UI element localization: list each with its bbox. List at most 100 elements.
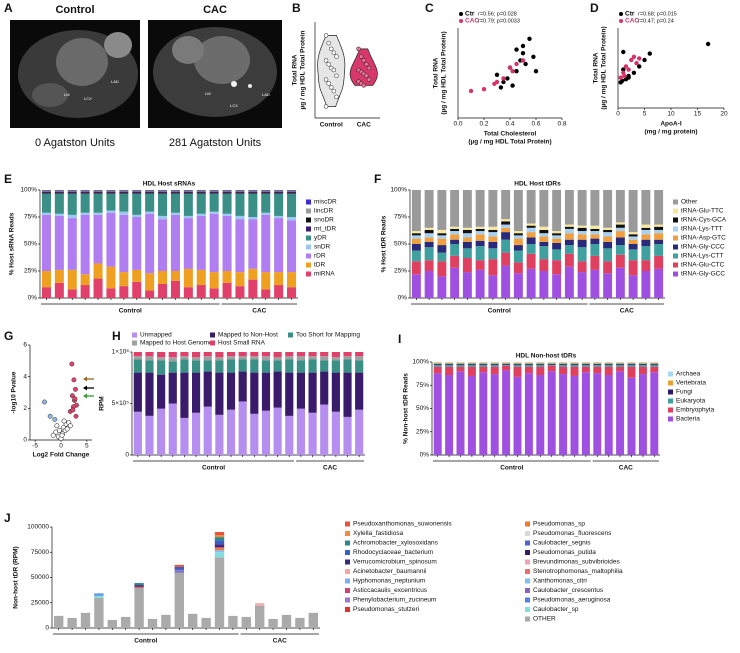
legend-label: Verrucomicrobium_spinosum	[353, 559, 437, 566]
y-axis-label: Total RNA	[433, 57, 440, 88]
legend-label: Caulobacter_segnis	[533, 540, 591, 547]
bar-segment	[502, 363, 511, 365]
legend-marker	[459, 19, 463, 23]
bar-segment	[119, 190, 129, 191]
legend-swatch	[525, 569, 530, 574]
bar-segment	[67, 193, 77, 215]
bar-segment	[209, 193, 219, 212]
bar-segment	[450, 228, 460, 232]
bar-segment	[559, 362, 568, 364]
bar-segment	[524, 362, 533, 364]
bar-segment	[502, 362, 511, 363]
bar-segment	[132, 192, 142, 194]
x-tick-label: 20	[720, 111, 728, 118]
bar-segment	[296, 372, 306, 409]
bar-segment	[308, 356, 317, 360]
bar-segment	[93, 214, 103, 264]
legend-swatch	[673, 271, 678, 277]
bar-segment	[603, 241, 613, 249]
bar-segment	[203, 356, 212, 361]
point	[523, 61, 528, 67]
bar-segment	[450, 231, 460, 235]
bar-segment	[158, 271, 168, 284]
bar-segment	[539, 190, 549, 227]
annotation: r=0.79; p=0.0033	[478, 18, 520, 24]
bar-segment	[183, 192, 193, 194]
bar-segment	[490, 366, 499, 375]
point	[59, 432, 65, 438]
bar-segment	[287, 191, 297, 193]
bar-segment	[133, 356, 142, 360]
legend-swatch	[525, 531, 530, 536]
point	[366, 77, 372, 82]
y-tick-label: 50%	[24, 241, 37, 248]
legend-swatch	[132, 332, 137, 338]
legend-swatch	[668, 416, 673, 422]
legend-swatch	[673, 262, 678, 268]
point	[501, 79, 506, 85]
y-axis-label: (µg / mg HDL Total Protein)	[441, 31, 448, 114]
bar-segment	[41, 191, 51, 193]
bar-segment	[235, 215, 245, 220]
legend-swatch	[673, 244, 678, 250]
bar-segment	[94, 597, 104, 628]
point	[533, 69, 539, 74]
bar-segment	[250, 413, 259, 455]
bar-segment	[145, 190, 155, 191]
bar-segment	[250, 352, 259, 357]
bar-segment	[168, 361, 177, 373]
bar-segment	[170, 192, 180, 194]
bar-segment	[145, 273, 155, 291]
bar-segment	[539, 229, 549, 234]
bar-segment	[133, 352, 142, 357]
point	[323, 77, 329, 82]
legend-label: miRNA	[314, 271, 335, 278]
y-tick-label: 75%	[416, 382, 429, 389]
point	[520, 43, 526, 49]
bar-segment	[456, 371, 465, 455]
bar-segment	[196, 213, 206, 216]
bar-segment	[424, 271, 434, 298]
y-tick-label: 25%	[24, 268, 37, 275]
legend-swatch	[668, 380, 673, 386]
bar-segment	[133, 359, 142, 373]
point	[61, 418, 67, 424]
bar-segment	[445, 363, 454, 365]
bar-segment	[134, 585, 144, 587]
bar-segment	[475, 228, 485, 232]
bar-segment	[628, 239, 638, 244]
y-tick-label: 100000	[27, 524, 49, 531]
bar-segment	[320, 352, 329, 357]
point	[326, 61, 331, 67]
legend-label: miscDR	[314, 199, 337, 206]
bar-segment	[616, 363, 625, 365]
bar-segment	[475, 240, 485, 247]
bar-segment	[627, 377, 636, 455]
bar-segment	[191, 372, 201, 413]
bar-segment	[536, 364, 545, 367]
bar-segment	[41, 271, 51, 288]
y-axis-label: Non-host tDR (RPM)	[13, 546, 20, 608]
bar-segment	[570, 362, 579, 363]
bar-segment	[296, 408, 306, 455]
bar-segment	[67, 191, 77, 193]
bar-segment	[355, 352, 364, 357]
bar-segment	[94, 594, 104, 596]
y-tick-label: 50%	[394, 241, 407, 248]
legend-swatch	[306, 244, 311, 250]
bar-segment	[119, 192, 129, 194]
bar-segment	[424, 247, 434, 261]
x-tick-label: 0	[616, 111, 620, 118]
legend-label: Rhodocyclaceae_bacterium	[353, 549, 433, 556]
point	[323, 33, 329, 38]
legend-marker	[619, 19, 623, 23]
bar-segment	[132, 190, 142, 191]
bar-segment	[627, 363, 636, 365]
bar-segment	[650, 362, 659, 363]
bar-segment	[67, 218, 77, 270]
bar-segment	[513, 363, 522, 365]
point	[364, 73, 369, 79]
x-tick-label: 5	[85, 443, 89, 450]
bar-segment	[158, 283, 168, 298]
bar-segment	[250, 356, 259, 360]
